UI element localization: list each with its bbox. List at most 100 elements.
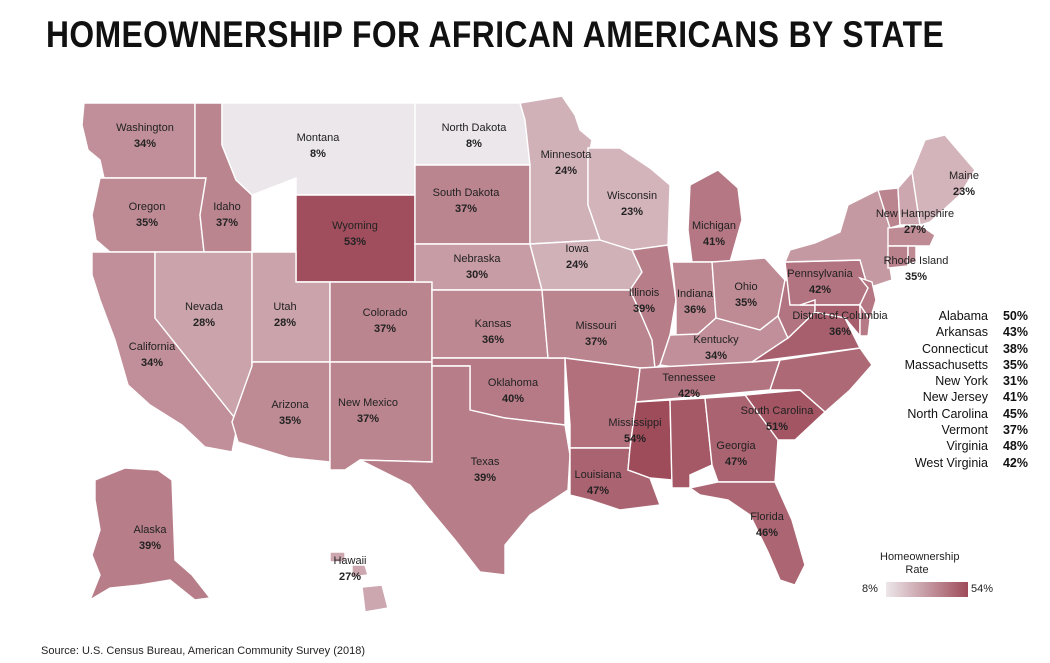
state-label-alaska: Alaska: [133, 524, 167, 536]
state-michigan: [687, 169, 743, 263]
state-label-nevada: Nevada: [185, 301, 224, 313]
list-item-value: 41%: [1002, 390, 1028, 405]
state-rhode-island: [907, 245, 917, 265]
state-value-iowa: 24%: [566, 259, 588, 271]
state-pennsylvania: [784, 259, 869, 306]
list-item-value: 42%: [1002, 455, 1028, 470]
state-label-north-dakota: North Dakota: [442, 122, 508, 134]
state-value-south-dakota: 37%: [455, 203, 477, 215]
state-label-hawaii: Hawaii: [333, 555, 366, 567]
map-title: HOMEOWNERSHIP FOR AFRICAN AMERICANS BY S…: [46, 14, 945, 55]
state-value-louisiana: 47%: [587, 485, 609, 497]
state-label-new-mexico: New Mexico: [338, 397, 398, 409]
state-value-indiana: 36%: [684, 304, 706, 316]
list-item-state: North Carolina: [907, 406, 988, 421]
state-florida: [688, 481, 806, 586]
state-value-missouri: 37%: [585, 336, 607, 348]
state-label-south-dakota: South Dakota: [433, 187, 501, 199]
state-label-wisconsin: Wisconsin: [607, 190, 657, 202]
legend-title-line2: Rate: [905, 564, 929, 576]
state-nebraska: [414, 243, 543, 291]
state-value-idaho: 37%: [216, 217, 238, 229]
list-item: Alabama 50%: [890, 309, 1030, 325]
state-label-idaho: Idaho: [213, 201, 241, 213]
state-label-florida: Florida: [750, 511, 785, 523]
list-item-state: New Jersey: [922, 390, 988, 405]
state-value-oregon: 35%: [136, 217, 158, 229]
list-item: Virginia 48%: [890, 439, 1030, 455]
state-north-dakota: [414, 102, 531, 166]
state-value-nevada: 28%: [193, 317, 215, 329]
state-label-new-hampshire: New Hampshire: [876, 208, 954, 220]
state-label-utah: Utah: [273, 301, 296, 313]
state-value-california: 34%: [141, 357, 163, 369]
list-item-value: 43%: [1002, 325, 1028, 340]
state-label-georgia: Georgia: [716, 440, 756, 452]
state-label-rhode-island: Rhode Island: [884, 255, 949, 267]
state-value-pennsylvania: 42%: [809, 284, 831, 296]
state-label-iowa: Iowa: [565, 243, 589, 255]
list-item: Connecticut 38%: [890, 342, 1030, 358]
list-item-value: 37%: [1002, 423, 1028, 438]
state-label-texas: Texas: [471, 456, 500, 468]
state-value-illinois: 39%: [633, 303, 655, 315]
state-oregon: [91, 177, 207, 253]
state-label-missouri: Missouri: [576, 320, 617, 332]
state-value-kansas: 36%: [482, 334, 504, 346]
state-label-minnesota: Minnesota: [541, 149, 593, 161]
list-item-value: 31%: [1002, 374, 1028, 389]
state-label-mississippi: Mississippi: [608, 417, 661, 429]
list-item: Vermont 37%: [890, 423, 1030, 439]
state-label-indiana: Indiana: [677, 288, 714, 300]
state-value-arizona: 35%: [279, 415, 301, 427]
state-massachusetts: [887, 224, 936, 247]
legend-min-label: 8%: [862, 583, 878, 595]
list-item: New Jersey 41%: [890, 390, 1030, 406]
state-value-hawaii: 27%: [339, 571, 361, 583]
list-item: Arkansas 43%: [890, 325, 1030, 341]
state-new-mexico: [329, 361, 433, 471]
state-value-south-carolina: 51%: [766, 421, 788, 433]
state-label-oklahoma: Oklahoma: [488, 377, 539, 389]
state-delaware: [859, 302, 871, 337]
state-value-maine: 23%: [953, 186, 975, 198]
list-item-value: 48%: [1002, 439, 1028, 454]
state-value-alaska: 39%: [139, 540, 161, 552]
state-label-tennessee: Tennessee: [662, 372, 715, 384]
state-alaska: [88, 467, 212, 602]
state-value-florida: 46%: [756, 527, 778, 539]
state-value-wyoming: 53%: [344, 236, 366, 248]
list-item-state: Massachusetts: [904, 357, 988, 372]
list-item-state: Vermont: [941, 423, 988, 438]
state-label-illinois: Illinois: [629, 287, 660, 299]
state-label-wyoming: Wyoming: [332, 220, 378, 232]
state-value-montana: 8%: [310, 148, 326, 160]
legend-title: Homeownership Rate: [880, 551, 959, 577]
state-value-colorado: 37%: [374, 323, 396, 335]
state-value-mississippi: 54%: [624, 433, 646, 445]
state-value-new-mexico: 37%: [357, 413, 379, 425]
list-item: North Carolina 45%: [890, 407, 1030, 423]
legend-gradient-bar: [886, 582, 968, 597]
state-label-michigan: Michigan: [692, 220, 736, 232]
list-item-state: New York: [935, 374, 988, 389]
state-value-north-dakota: 8%: [466, 138, 482, 150]
list-item-state: Arkansas: [935, 325, 988, 340]
state-south-carolina: [743, 389, 827, 441]
state-hawaii: [329, 551, 389, 613]
state-label-arizona: Arizona: [271, 399, 309, 411]
list-item-value: 45%: [1002, 406, 1028, 421]
state-label-montana: Montana: [297, 132, 341, 144]
list-item: New York 31%: [890, 374, 1030, 390]
legend-max-label: 54%: [971, 583, 994, 595]
state-alabama: [669, 397, 713, 489]
state-label-colorado: Colorado: [363, 307, 408, 319]
state-label-kentucky: Kentucky: [693, 334, 739, 346]
list-item-value: 38%: [1002, 341, 1028, 356]
list-item-state: West Virginia: [914, 455, 988, 470]
list-item-state: Virginia: [946, 439, 988, 454]
state-label-south-carolina: South Carolina: [741, 405, 815, 417]
state-connecticut: [887, 245, 909, 269]
state-value-rhode-island: 35%: [905, 271, 927, 283]
